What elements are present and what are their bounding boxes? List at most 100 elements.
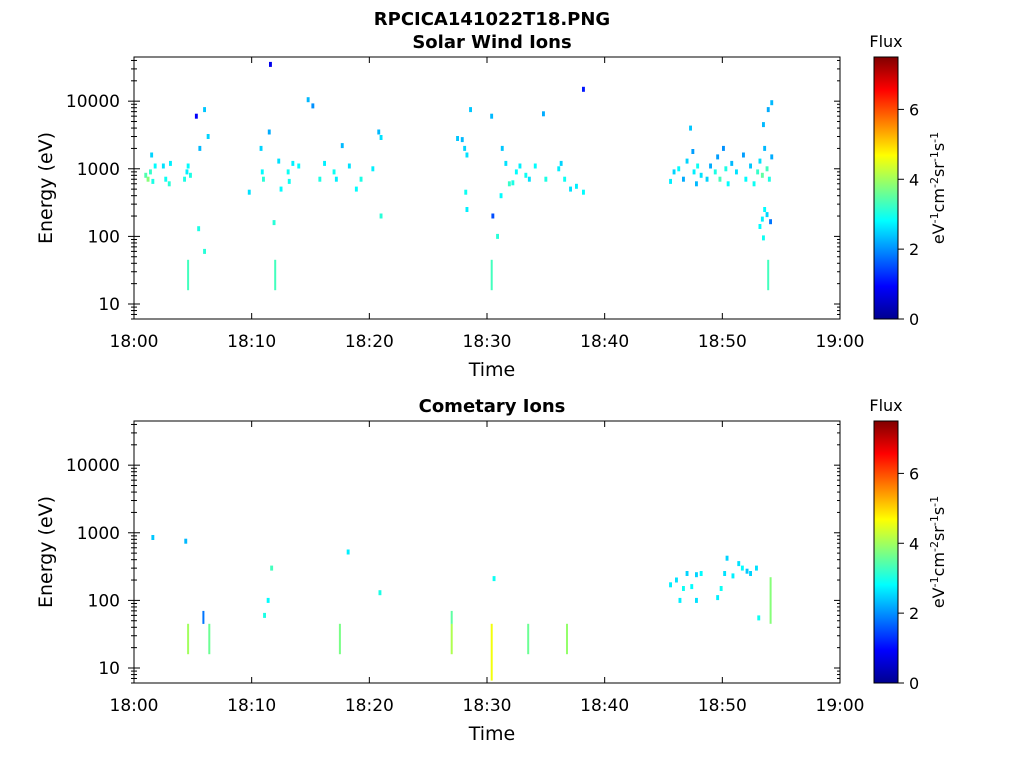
- solar-wind-cell: [203, 248, 206, 254]
- solar-wind-cell: [724, 166, 728, 172]
- solar-wind-cell: [465, 152, 469, 158]
- solar-wind-cell: [151, 178, 155, 184]
- cometary-streak: [490, 623, 493, 681]
- solar-wind-cell: [718, 176, 722, 182]
- solar-wind-cell: [464, 189, 468, 195]
- y-tick-label: 1000: [77, 160, 120, 180]
- y-tick-label: 100: [88, 591, 120, 611]
- solar-wind-cell: [763, 145, 767, 151]
- solar-wind-cell: [354, 186, 358, 192]
- cometary-cell: [263, 612, 266, 618]
- solar-wind-cell: [691, 149, 695, 154]
- solar-wind-cell: [359, 176, 363, 182]
- y-tick-label: 10: [98, 659, 120, 679]
- x-tick-label: 18:30: [463, 696, 512, 716]
- cometary-cell: [737, 561, 741, 567]
- solar-wind-cell: [752, 181, 756, 187]
- cometary-cell: [346, 549, 350, 555]
- solar-wind-cell: [465, 207, 469, 212]
- solar-wind-cell: [767, 176, 771, 182]
- cometary-cell: [755, 565, 758, 571]
- colorbar-title: Flux: [869, 396, 902, 415]
- solar-wind-cell: [153, 163, 157, 169]
- solar-wind-cell: [460, 137, 464, 143]
- cometary-cell: [716, 595, 720, 601]
- solar-wind-cell: [682, 176, 685, 182]
- solar-wind-cell: [685, 158, 689, 164]
- cometary-y-axis: 10 100 1000 10000: [66, 423, 840, 684]
- solar-wind-cell: [699, 172, 703, 178]
- solar-wind-cell: [582, 86, 585, 92]
- y-tick-label: 1000: [77, 524, 120, 544]
- x-tick-label: 18:00: [110, 696, 159, 716]
- solar-wind-cell: [544, 176, 548, 182]
- x-tick-label: 18:00: [110, 332, 159, 352]
- solar-wind-cell: [695, 181, 698, 187]
- solar-wind-cell: [377, 129, 381, 135]
- solar-wind-colorbar: Flux 0 2 4 6 eV-1cm-2sr-1s-1: [869, 32, 948, 329]
- solar-wind-cell: [762, 235, 765, 241]
- solar-wind-cell: [323, 160, 326, 166]
- solar-wind-cell: [760, 216, 764, 222]
- solar-wind-cell: [297, 163, 301, 169]
- solar-wind-cell: [144, 172, 148, 178]
- solar-wind-cell: [194, 113, 198, 119]
- solar-wind-cell: [758, 224, 762, 229]
- solar-wind-cell: [500, 145, 504, 151]
- solar-wind-cell: [311, 103, 315, 109]
- colorbar-tick-label: 2: [909, 240, 919, 259]
- cometary-title: Cometary Ions: [419, 396, 566, 417]
- solar-wind-cell: [716, 154, 720, 160]
- solar-wind-cell: [318, 176, 322, 182]
- solar-wind-cell: [189, 172, 192, 178]
- cometary-x-axis: 18:00 18:10 18:20 18:30 18:40 18:50 19:00: [110, 421, 865, 716]
- solar-wind-cell: [306, 97, 310, 103]
- cometary-cell: [685, 571, 689, 576]
- x-tick-label: 18:40: [580, 332, 629, 352]
- cometary-y-label: Energy (eV): [35, 496, 57, 608]
- cometary-cell: [678, 597, 682, 603]
- cometary-cells: [151, 535, 772, 681]
- solar-wind-cell: [756, 169, 760, 175]
- solar-wind-cell: [287, 178, 291, 184]
- solar-wind-cell: [203, 107, 206, 113]
- cometary-streak: [527, 623, 530, 655]
- cometary-x-label: Time: [468, 723, 516, 745]
- solar-wind-cell: [499, 193, 503, 199]
- solar-wind-cell: [161, 163, 165, 169]
- cometary-cell: [682, 586, 685, 591]
- solar-wind-cell: [542, 111, 545, 117]
- solar-wind-cell: [763, 207, 767, 212]
- solar-wind-cell: [677, 166, 681, 172]
- colorbar-units: eV-1cm-2sr-1s-1: [928, 496, 949, 608]
- colorbar-tick-label: 0: [909, 310, 919, 329]
- solar-wind-cell: [672, 169, 676, 175]
- solar-wind-cell: [770, 154, 774, 160]
- solar-wind-cell: [247, 189, 251, 195]
- colorbar-title: Flux: [869, 32, 902, 51]
- colorbar-tick-label: 0: [909, 674, 919, 693]
- solar-wind-cell: [456, 136, 459, 141]
- solar-wind-cell: [347, 163, 351, 169]
- solar-wind-cell: [766, 107, 770, 113]
- colorbar-tick-label: 4: [909, 170, 919, 189]
- colorbar-tick-label: 2: [909, 604, 919, 623]
- solar-wind-x-axis: 18:00 18:10 18:20 18:30 18:40 18:50 19:00: [110, 57, 865, 352]
- colorbar-tick-label: 6: [909, 100, 919, 119]
- cometary-cell: [695, 597, 698, 603]
- solar-wind-cell: [334, 176, 338, 182]
- solar-wind-cell: [291, 160, 295, 166]
- x-tick-label: 18:50: [698, 696, 747, 716]
- cometary-cell: [266, 597, 270, 603]
- solar-wind-cell: [267, 129, 271, 135]
- solar-wind-cell: [164, 176, 168, 182]
- cometary-cell: [151, 535, 155, 540]
- cometary-cell: [690, 584, 694, 590]
- cometary-cell: [757, 615, 761, 621]
- cometary-streak: [338, 623, 341, 655]
- solar-wind-streak: [274, 259, 277, 291]
- solar-wind-cell: [490, 113, 494, 119]
- colorbar-tick-label: 6: [909, 464, 919, 483]
- solar-wind-cell: [277, 158, 281, 164]
